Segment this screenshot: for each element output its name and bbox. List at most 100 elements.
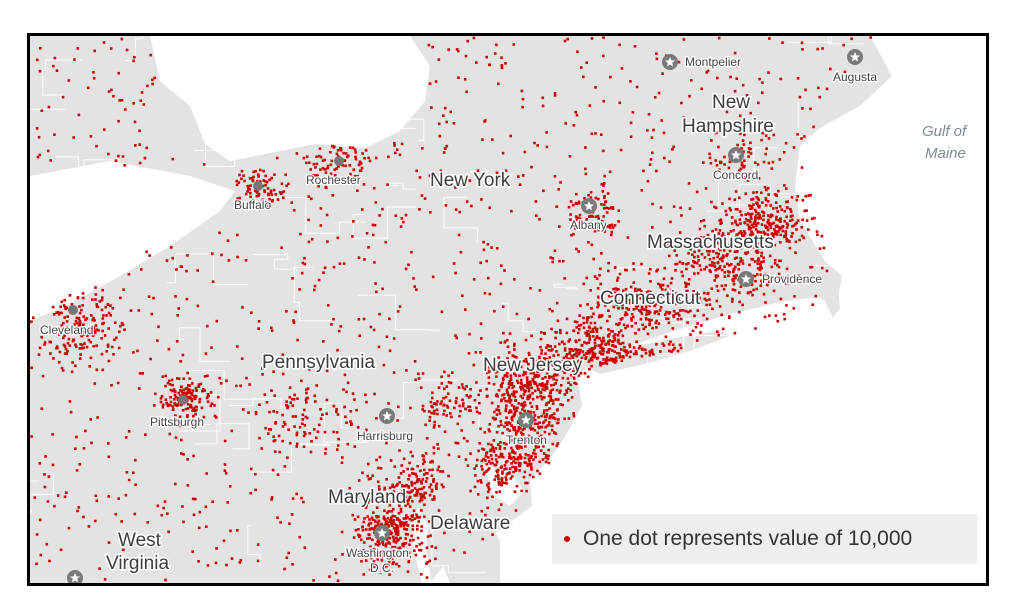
population-dot <box>743 221 746 224</box>
population-dot <box>564 122 567 125</box>
map-legend: One dot represents value of 10,000 <box>552 514 977 564</box>
population-dot <box>716 267 719 271</box>
population-dot <box>194 395 198 398</box>
population-dot <box>440 400 443 403</box>
county-boundary <box>398 84 425 141</box>
population-dot <box>811 303 814 306</box>
population-dot <box>372 186 376 190</box>
population-dot <box>523 409 526 413</box>
population-dot <box>476 479 480 483</box>
population-dot <box>488 370 491 373</box>
population-dot <box>38 69 42 73</box>
population-dot <box>293 393 296 397</box>
population-dot <box>734 190 738 193</box>
population-dot <box>699 331 702 334</box>
county-boundary <box>385 379 458 419</box>
population-dot <box>598 350 602 354</box>
population-dot <box>653 96 657 99</box>
population-dot <box>750 204 754 208</box>
state-label-new-hampshire-2: Hampshire <box>682 116 774 137</box>
population-dot <box>122 288 125 291</box>
population-dot <box>124 108 127 111</box>
population-dot <box>494 458 498 461</box>
population-dot <box>163 500 167 503</box>
population-dot <box>653 304 656 308</box>
population-dot <box>503 397 506 400</box>
population-dot <box>402 517 406 520</box>
population-dot <box>401 484 404 487</box>
legend-text: One dot represents value of 10,000 <box>583 527 913 550</box>
population-dot <box>637 346 641 350</box>
county-boundary <box>928 428 951 460</box>
population-dot <box>372 560 376 563</box>
county-boundary <box>394 463 432 523</box>
population-dot <box>484 459 487 462</box>
population-dot <box>770 265 774 269</box>
population-dot <box>505 467 508 470</box>
population-dot <box>479 427 482 431</box>
population-dot <box>160 513 164 517</box>
city-label-concord: Concord <box>713 168 758 182</box>
county-boundary <box>937 331 973 374</box>
population-dot <box>349 410 353 413</box>
population-dot <box>185 269 188 273</box>
city-label-washington-2: D.C. <box>370 561 394 575</box>
population-dot <box>672 205 676 208</box>
population-dot <box>616 279 619 282</box>
population-dot <box>764 197 768 200</box>
population-dot <box>616 334 620 337</box>
population-dot <box>669 281 673 285</box>
population-dot <box>756 202 759 206</box>
population-dot <box>40 109 44 112</box>
population-dot <box>41 374 45 378</box>
population-dot <box>750 212 754 216</box>
population-dot <box>422 473 426 476</box>
population-dot <box>325 179 328 182</box>
star-icon <box>847 49 863 65</box>
population-dot <box>325 398 329 402</box>
population-dot <box>298 425 302 429</box>
population-dot <box>613 338 617 342</box>
population-dot <box>268 410 271 414</box>
population-dot <box>731 277 735 281</box>
population-dot <box>428 468 431 472</box>
population-dot <box>252 170 255 174</box>
population-dot <box>358 334 361 337</box>
population-dot <box>124 493 128 497</box>
population-dot <box>517 402 520 405</box>
population-dot <box>394 214 398 217</box>
population-dot <box>431 460 434 464</box>
population-dot <box>149 357 152 361</box>
county-boundary <box>30 259 65 291</box>
population-dot <box>350 422 353 425</box>
population-dot <box>624 268 627 272</box>
population-dot <box>280 182 284 186</box>
population-dot <box>340 461 344 464</box>
population-dot <box>544 418 548 422</box>
population-dot <box>733 267 736 271</box>
population-dot <box>423 197 427 200</box>
population-dot <box>398 481 401 484</box>
population-dot <box>392 490 396 493</box>
population-dot <box>84 328 87 332</box>
map-canvas[interactable]: Gulf of Maine New York Pennsylvania New … <box>30 36 986 583</box>
population-dot <box>623 296 626 300</box>
population-dot <box>382 543 385 546</box>
population-dot <box>406 570 410 573</box>
population-dot <box>567 417 571 420</box>
population-dot <box>601 353 605 356</box>
population-dot <box>798 238 801 242</box>
population-dot <box>180 438 183 442</box>
population-dot <box>739 257 742 260</box>
population-dot <box>100 352 104 356</box>
population-dot <box>500 483 503 487</box>
population-dot <box>629 121 633 125</box>
population-dot <box>566 37 569 41</box>
population-dot <box>508 394 511 398</box>
population-dot <box>377 523 380 527</box>
population-dot <box>176 314 179 317</box>
population-dot <box>104 305 107 309</box>
population-dot <box>602 347 605 351</box>
population-dot <box>611 207 615 210</box>
population-dot <box>394 529 397 533</box>
